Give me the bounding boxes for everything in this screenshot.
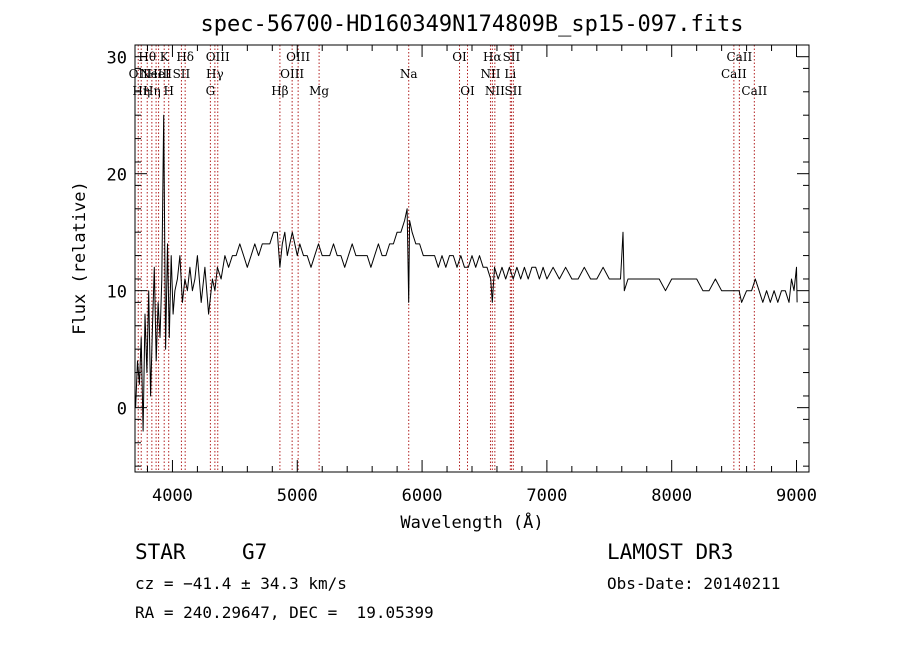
x-tick-label: 5000	[277, 486, 318, 506]
spectral-line-label: SII	[504, 84, 522, 98]
spectral-line-label: Hα	[483, 50, 502, 64]
y-axis-ticks: 0 10 20 30	[107, 49, 809, 467]
spectral-line-label: G	[206, 84, 216, 98]
spectral-line-labels: OIIHηHθHηNeIIIHeIKHSIIHδGHγOIIIHβOIIIOII…	[129, 50, 768, 98]
x-tick-label: 8000	[651, 486, 692, 506]
x-tick-label: 9000	[776, 486, 817, 506]
x-tick-label: 4000	[152, 486, 193, 506]
spectral-line-label: CaII	[741, 84, 767, 98]
spectral-line-label: OI	[452, 50, 467, 64]
x-axis-ticks: 4000 5000 6000 7000 8000 9000	[146, 45, 817, 506]
spectral-line-label: OIII	[286, 50, 310, 64]
spectral-line-label: H	[163, 84, 173, 98]
object-class: STAR	[135, 540, 186, 564]
spectral-line-label: NII	[480, 67, 500, 81]
x-tick-label: 7000	[526, 486, 567, 506]
spectral-line-label: CaII	[726, 50, 752, 64]
spectral-line-label: Li	[504, 67, 516, 81]
spectral-line-markers	[137, 45, 755, 472]
plot-frame	[134, 44, 810, 473]
y-tick-label: 30	[107, 49, 127, 69]
object-subclass: G7	[242, 540, 268, 564]
x-axis-label: Wavelength (Å)	[400, 511, 543, 533]
spectral-line-label: SII	[503, 50, 521, 64]
spectral-line-label: CaII	[721, 67, 747, 81]
survey-name: LAMOST DR3	[607, 540, 734, 564]
x-tick-label: 6000	[402, 486, 443, 506]
chart-title: spec-56700-HD160349N174809B_sp15-097.fit…	[200, 12, 743, 37]
spectral-line-label: OII	[129, 67, 149, 81]
spectral-line-label: OI	[460, 84, 475, 98]
spectral-line-label: Hη	[143, 84, 161, 98]
observation-date: Obs-Date: 20140211	[607, 574, 781, 593]
spectral-line-label: Na	[400, 67, 418, 81]
spectral-line-label: NII	[485, 84, 505, 98]
spectral-line-label: OIII	[280, 67, 304, 81]
spectrum-line	[135, 114, 798, 432]
spectral-line-label: HeI	[147, 67, 170, 81]
coordinates: RA = 240.29647, DEC = 19.05399	[135, 603, 434, 622]
y-tick-label: 10	[107, 283, 127, 303]
y-tick-label: 20	[107, 166, 127, 186]
y-axis-label: Flux (relative)	[70, 181, 90, 335]
spectral-line-label: Hγ	[206, 67, 224, 81]
spectral-line-label: OIII	[206, 50, 230, 64]
spectral-line-label: Hδ	[176, 50, 194, 64]
redshift-value: cz = −41.4 ± 34.3 km/s	[135, 574, 347, 593]
y-tick-label: 0	[117, 400, 127, 420]
spectral-line-label: Hβ	[271, 84, 288, 98]
spectral-line-label: Mg	[309, 84, 329, 98]
spectral-line-label: Hη	[132, 84, 150, 98]
spectral-line-label: Hθ	[138, 50, 156, 64]
spectral-line-label: SII	[173, 67, 191, 81]
spectral-line-label: NeIII	[140, 67, 172, 81]
spectral-line-label: K	[160, 50, 170, 64]
